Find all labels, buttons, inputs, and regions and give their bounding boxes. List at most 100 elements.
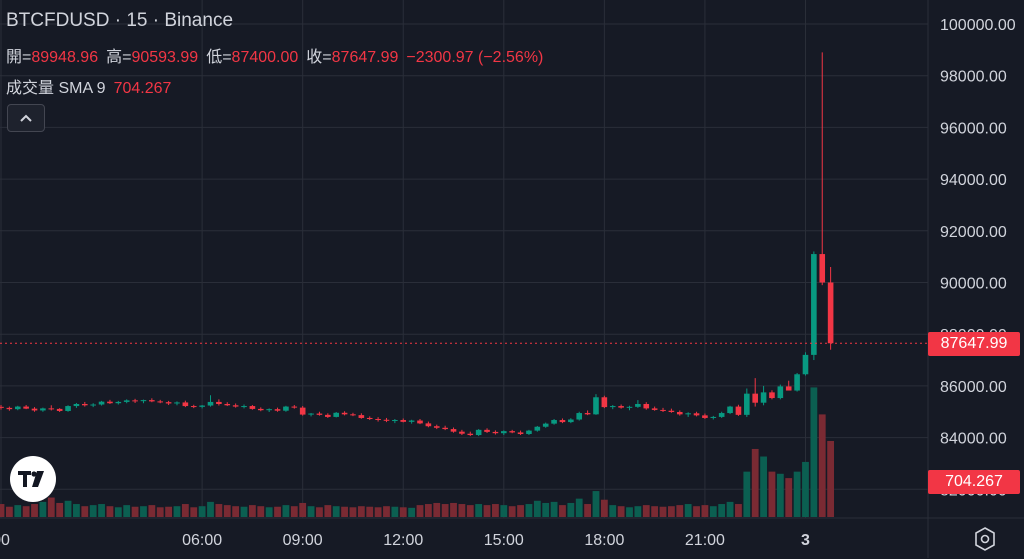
high-label: 高= — [106, 49, 132, 66]
candle-body — [710, 416, 717, 418]
candle-body — [274, 409, 281, 411]
volume-bar — [483, 505, 491, 517]
y-tick-label: 98000.00 — [940, 69, 1007, 86]
volume-bar — [106, 506, 114, 517]
volume-bar — [818, 414, 826, 517]
low-value: 87400.00 — [231, 49, 299, 66]
candle-body — [450, 429, 457, 432]
volume-bar — [475, 504, 483, 517]
change-value: −2300.97 (−2.56%) — [406, 49, 544, 66]
candle-body — [400, 420, 407, 422]
open-label: 開= — [6, 49, 32, 66]
tradingview-logo-icon[interactable] — [10, 456, 56, 502]
candle-body — [182, 402, 189, 407]
volume-bar — [492, 504, 499, 517]
candle-body — [366, 417, 373, 419]
volume-bar — [701, 505, 709, 517]
volume-bar — [676, 505, 684, 517]
x-tick-label: 15:00 — [484, 532, 524, 549]
candle-body — [459, 431, 465, 434]
candle-body — [626, 406, 633, 408]
candle-body — [0, 406, 4, 408]
high-value: 90593.99 — [131, 49, 199, 66]
candle-body — [568, 419, 574, 423]
candle-body — [224, 403, 231, 406]
candle-body — [576, 413, 583, 420]
volume-bar — [408, 507, 416, 517]
volume-bar — [584, 504, 591, 517]
volume-bar — [282, 505, 290, 517]
volume-bar — [31, 504, 38, 517]
y-tick-label: 84000.00 — [940, 431, 1007, 448]
candle-body — [777, 386, 784, 399]
volume-sma-tag: 704.267 — [928, 470, 1020, 494]
volume-bar — [232, 506, 240, 517]
candle-body — [241, 406, 247, 408]
y-tick-label: 96000.00 — [940, 120, 1007, 137]
candle-body — [392, 420, 398, 422]
volume-bar — [399, 507, 407, 517]
volume-bar — [249, 505, 256, 517]
volume-bar — [165, 506, 172, 517]
last-price-tag: 87647.99 — [928, 332, 1020, 356]
candle-body — [517, 432, 524, 434]
volume-bar — [207, 501, 214, 517]
candle-body — [760, 392, 767, 403]
volume-label: 成交量 SMA 9 — [6, 80, 106, 97]
volume-bar — [575, 498, 583, 517]
volume-bar — [47, 497, 55, 517]
candle-body — [31, 408, 38, 411]
candle-body — [14, 406, 21, 410]
settings-gear-icon[interactable] — [970, 524, 1000, 554]
candle-body — [735, 406, 742, 415]
volume-bar — [39, 501, 47, 517]
volume-bar — [98, 504, 105, 517]
volume-bar — [751, 448, 759, 517]
candle-body — [484, 429, 490, 432]
volume-bar — [73, 504, 80, 517]
candle-body — [651, 408, 658, 410]
low-label: 低= — [206, 49, 232, 66]
volume-bar — [793, 471, 801, 517]
candle-body — [308, 413, 314, 415]
volume-bar — [383, 506, 390, 517]
volume-bar — [517, 505, 524, 517]
candle-body — [157, 401, 164, 403]
volume-bar — [550, 501, 558, 517]
volume-bar — [718, 504, 726, 517]
candle-body — [769, 392, 775, 399]
candle-body — [23, 406, 29, 409]
y-tick-label: 86000.00 — [940, 379, 1007, 396]
candle-body — [551, 420, 557, 424]
volume-bar — [735, 504, 742, 517]
y-tick-label: 92000.00 — [940, 224, 1007, 241]
volume-bar — [89, 505, 97, 517]
collapse-legend-button[interactable] — [7, 104, 45, 132]
candle-body — [73, 403, 80, 407]
volume-bar — [768, 471, 776, 517]
candle-body — [559, 420, 566, 423]
candle-body — [475, 429, 482, 436]
volume-bar — [559, 505, 566, 517]
volume-bar — [424, 504, 432, 517]
volume-bar — [450, 502, 457, 517]
close-label: 收= — [306, 49, 332, 66]
candle-body — [702, 415, 708, 418]
volume-bar — [542, 502, 550, 517]
volume-bar — [391, 506, 399, 517]
x-tick-label: 18:00 — [584, 532, 624, 549]
candle-body — [6, 407, 13, 410]
volume-bar — [500, 505, 508, 517]
candle-body — [316, 413, 323, 415]
volume-bar — [14, 505, 22, 517]
candle-body — [618, 406, 624, 408]
candle-body — [660, 409, 666, 411]
candle-body — [509, 431, 515, 433]
candle-body — [283, 406, 289, 411]
candle-body — [534, 426, 541, 431]
candle-body — [794, 374, 800, 391]
volume-bar — [684, 504, 692, 517]
volume-bar — [215, 504, 223, 517]
candle-body — [811, 254, 817, 355]
